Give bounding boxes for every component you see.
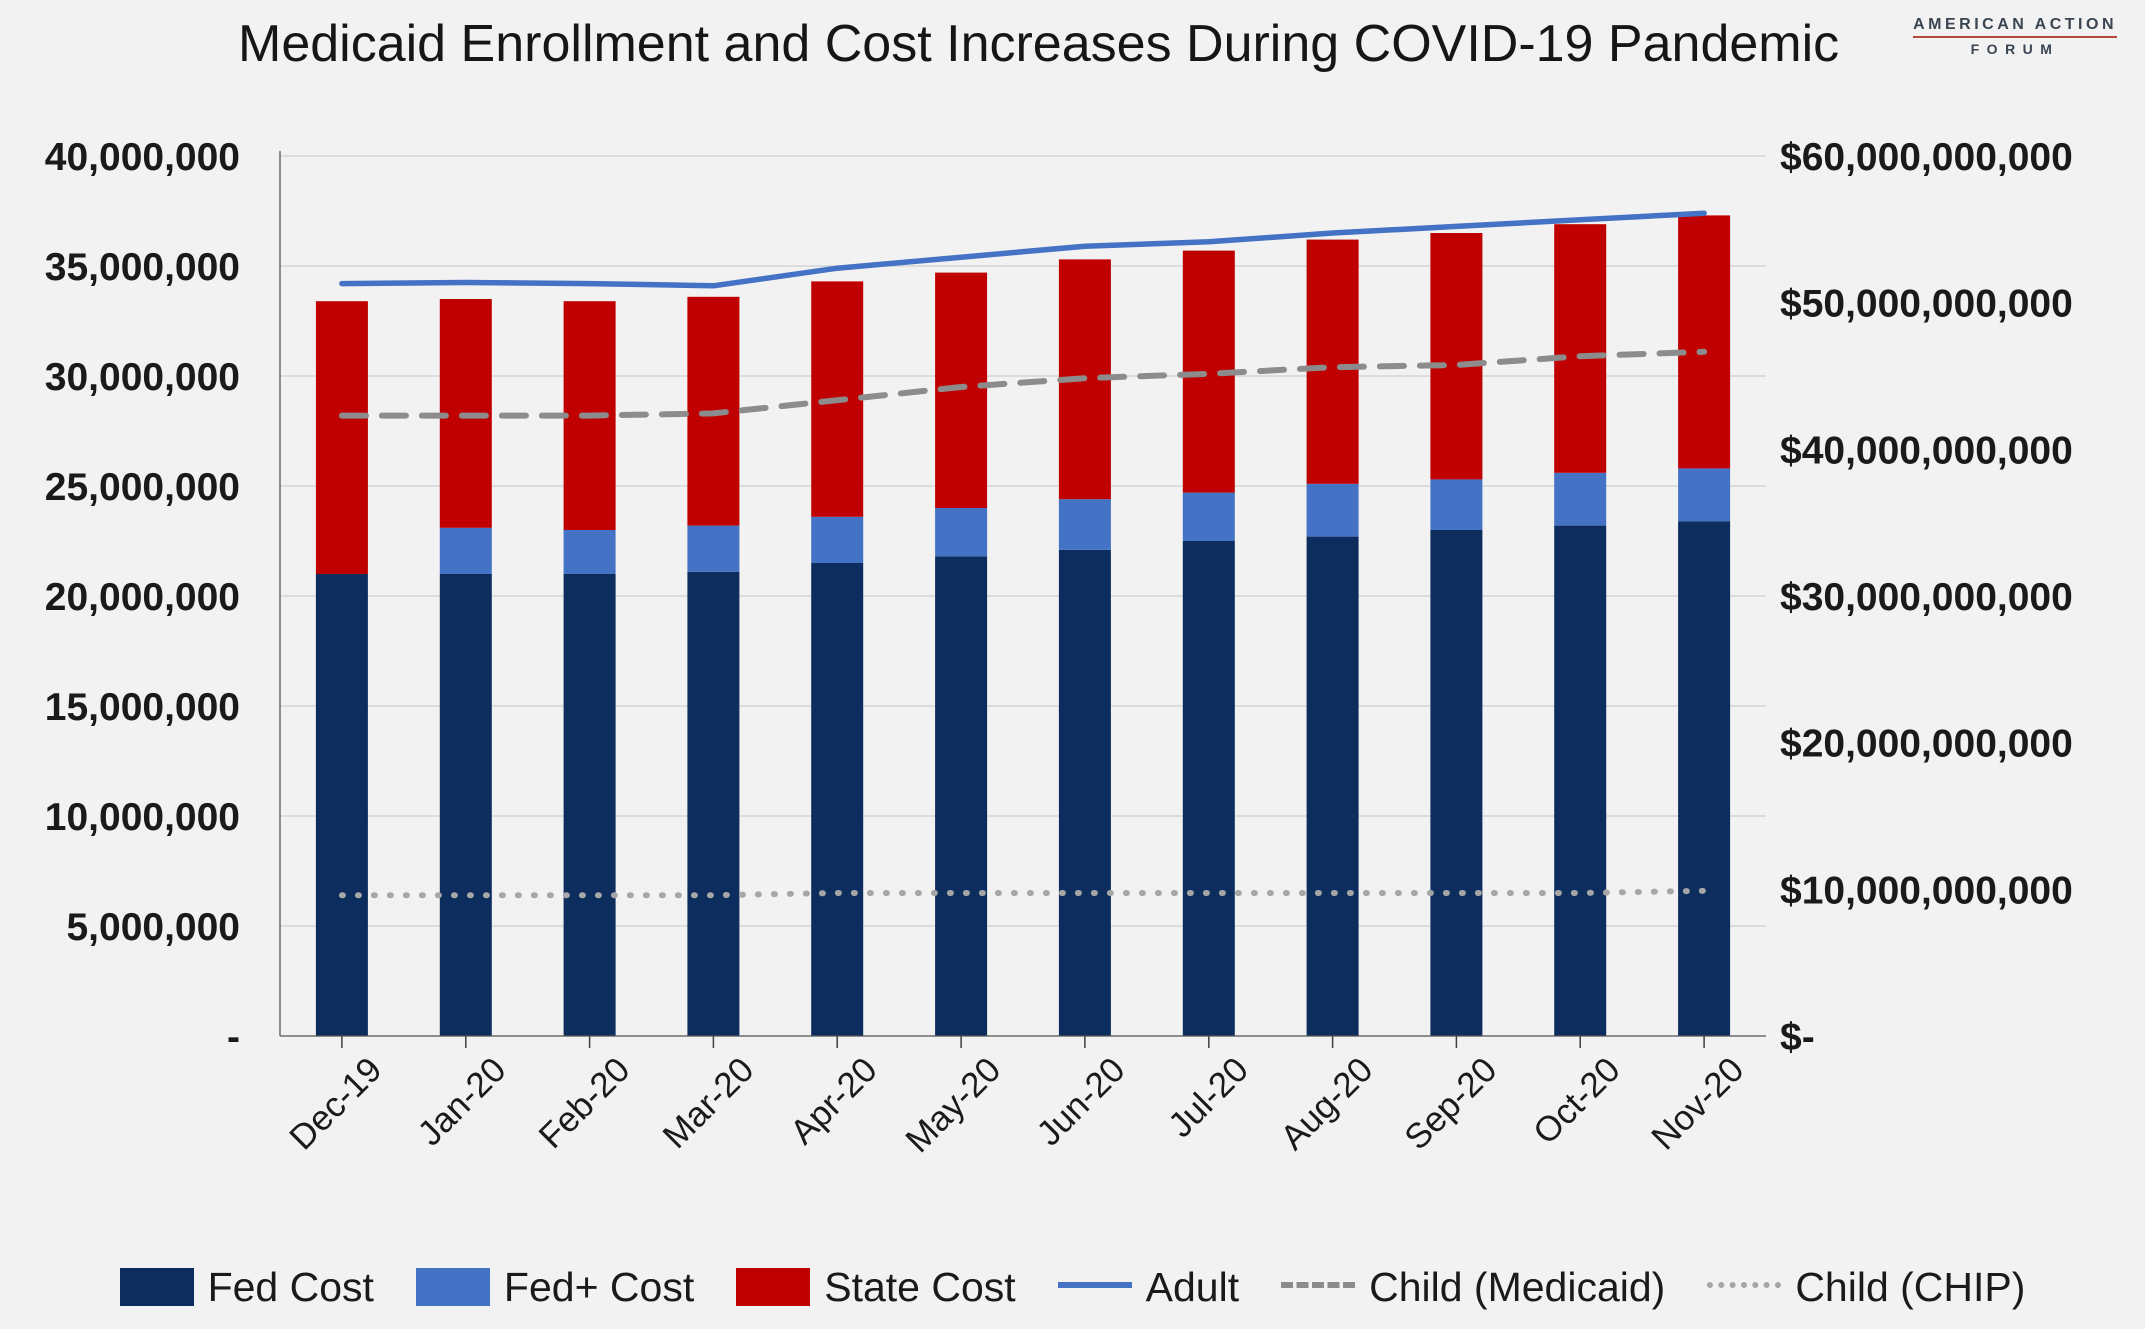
svg-text:30,000,000: 30,000,000 (45, 356, 240, 399)
svg-text:$30,000,000,000: $30,000,000,000 (1780, 576, 2073, 619)
svg-text:5,000,000: 5,000,000 (66, 906, 240, 949)
svg-text:$10,000,000,000: $10,000,000,000 (1780, 869, 2073, 912)
svg-text:35,000,000: 35,000,000 (45, 246, 240, 289)
svg-text:$-: $- (1780, 1016, 1815, 1059)
svg-text:15,000,000: 15,000,000 (45, 686, 240, 729)
svg-text:40,000,000: 40,000,000 (45, 136, 240, 179)
svg-text:$50,000,000,000: $50,000,000,000 (1780, 283, 2073, 326)
svg-text:25,000,000: 25,000,000 (45, 466, 240, 509)
svg-text:$20,000,000,000: $20,000,000,000 (1780, 723, 2073, 766)
svg-text:-: - (227, 1016, 240, 1059)
svg-text:$60,000,000,000: $60,000,000,000 (1780, 136, 2073, 179)
svg-text:10,000,000: 10,000,000 (45, 796, 240, 839)
svg-text:$40,000,000,000: $40,000,000,000 (1780, 429, 2073, 472)
svg-text:20,000,000: 20,000,000 (45, 576, 240, 619)
